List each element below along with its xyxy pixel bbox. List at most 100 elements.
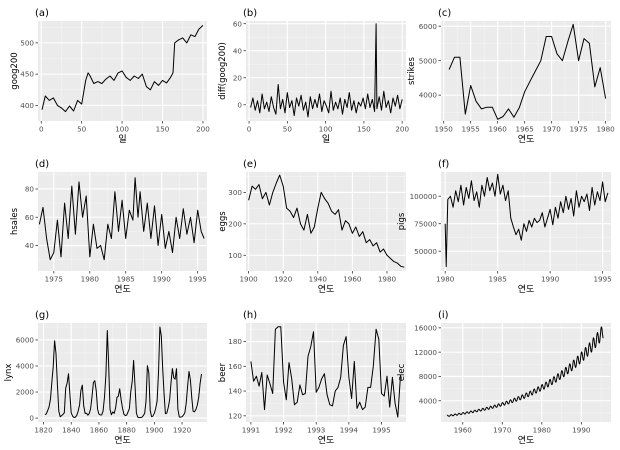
x-axis-title: 연도 — [114, 284, 131, 295]
panel-background — [246, 323, 406, 422]
y-axis-title: pigs — [397, 212, 407, 230]
y-axis-title: beer — [218, 362, 228, 382]
y-tick-label: 4000 — [419, 91, 438, 100]
x-axis-title: 연도 — [318, 435, 335, 446]
panel-background — [441, 323, 611, 422]
x-tick-label: 1960 — [489, 125, 508, 134]
panel-4: 1975 1980 1985 1990 1995 40 60 80 연도 hsales (d) — [10, 159, 207, 295]
x-tick-label: 1985 — [489, 275, 507, 284]
x-axis-title: 연도 — [518, 284, 535, 295]
x-tick-label: 150 — [357, 125, 371, 134]
x-tick-label: 1994 — [340, 426, 359, 435]
x-tick-label: 1955 — [462, 125, 480, 134]
y-tick-label: 20 — [233, 73, 243, 82]
panel-tag: (f) — [438, 159, 449, 170]
x-tick-label: 1975 — [45, 275, 63, 284]
y-tick-label: 160 — [228, 362, 242, 371]
panel-tag: (e) — [243, 159, 257, 170]
y-tick-label: 6000 — [16, 336, 35, 345]
x-tick-label: 1995 — [593, 275, 611, 284]
y-tick-label: 400 — [20, 101, 34, 110]
x-tick-label: 1975 — [569, 125, 587, 134]
series-line — [248, 174, 405, 268]
x-axis-title: 연도 — [518, 134, 535, 145]
x-tick-label: 1991 — [242, 426, 260, 435]
x-tick-label: 1992 — [274, 426, 292, 435]
panel-background — [246, 172, 406, 271]
y-axis-title: strikes — [407, 56, 417, 84]
y-tick-label: 60 — [233, 19, 243, 28]
panel-tag: (d) — [35, 159, 49, 170]
x-tick-label: 200 — [395, 125, 409, 134]
x-tick-label: 1900 — [145, 426, 164, 435]
y-tick-label: 6000 — [419, 22, 438, 31]
panel-9: 1960 1970 1980 1990 4000 8000 12000 16000 연도 elec… — [397, 310, 611, 446]
panel-7: 1820 1840 1860 1880 1900 1920 0 2000 4000 6000 연도 l… — [4, 310, 207, 446]
x-tick-label: 1860 — [90, 426, 109, 435]
x-tick-label: 150 — [156, 125, 170, 134]
x-tick-label: 200 — [196, 125, 210, 134]
panel-tag: (i) — [438, 310, 449, 321]
x-tick-label: 1995 — [372, 426, 390, 435]
panel-1: 0 50 100 150 200 400 450 500 일 goog200 (a) — [10, 8, 210, 145]
panel-5: 1900 1920 1940 1960 1980 100 200 300 연도 eggs (e) — [218, 159, 406, 295]
panel-tag: (a) — [35, 8, 49, 19]
y-tick-label: 100000 — [410, 192, 438, 201]
y-tick-label: 12000 — [414, 348, 437, 357]
x-tick-label: 1980 — [81, 275, 100, 284]
y-tick-label: 40 — [233, 46, 243, 55]
y-tick-label: 40 — [25, 241, 35, 250]
y-axis-title: lynx — [4, 364, 14, 382]
series-line — [250, 23, 403, 118]
y-tick-label: 180 — [228, 337, 242, 346]
x-tick-label: 1990 — [541, 275, 560, 284]
y-tick-label: 100 — [228, 251, 242, 260]
x-tick-label: 1995 — [189, 275, 207, 284]
x-tick-label: 1920 — [173, 426, 192, 435]
series-line — [41, 25, 204, 113]
panel-8: 1991 1992 1993 1994 1995 120 140 160 180 연도 beer (h… — [218, 310, 406, 446]
y-tick-label: 2000 — [16, 388, 35, 397]
x-tick-label: 1950 — [435, 125, 454, 134]
series-line — [38, 177, 205, 261]
x-tick-label: 1980 — [378, 275, 397, 284]
x-axis-title: 연도 — [114, 435, 131, 446]
y-tick-label: 0 — [237, 100, 242, 109]
y-tick-label: 16000 — [414, 323, 437, 332]
x-tick-label: 0 — [39, 125, 44, 134]
y-tick-label: 4000 — [16, 362, 35, 371]
x-axis-title: 일 — [118, 134, 126, 145]
y-tick-label: 8000 — [419, 372, 438, 381]
y-axis-title: hsales — [10, 207, 20, 235]
panel-3: 1950 1955 1960 1965 1970 1975 1980 4000 5000 6000… — [407, 8, 615, 145]
x-tick-label: 1970 — [542, 125, 561, 134]
y-tick-label: 75000 — [414, 219, 437, 228]
panel-background — [441, 172, 611, 271]
y-axis-title: diff(goog200) — [218, 42, 228, 100]
x-tick-label: 1980 — [436, 275, 455, 284]
x-tick-label: 1970 — [493, 426, 512, 435]
x-tick-label: 1990 — [572, 426, 591, 435]
x-tick-label: 1985 — [117, 275, 135, 284]
x-tick-label: 0 — [247, 125, 252, 134]
series-line — [44, 326, 202, 419]
panel-tag: (b) — [243, 8, 257, 19]
x-tick-label: 1960 — [454, 426, 473, 435]
y-tick-label: 200 — [228, 219, 242, 228]
y-tick-label: 4000 — [419, 396, 438, 405]
series-line — [444, 173, 609, 268]
panel-tag: (c) — [438, 8, 451, 19]
x-tick-label: 1960 — [343, 275, 362, 284]
y-tick-label: 0 — [29, 414, 34, 423]
y-tick-label: 120 — [228, 411, 242, 420]
y-tick-label: 5000 — [419, 56, 438, 65]
x-tick-label: 50 — [283, 125, 293, 134]
x-tick-label: 1940 — [309, 275, 328, 284]
x-tick-label: 50 — [77, 125, 87, 134]
x-tick-label: 1920 — [274, 275, 293, 284]
y-axis-title: goog200 — [10, 52, 20, 89]
panel-6: 1980 1985 1990 1995 50000 75000 100000 연도 pigs (f… — [397, 159, 612, 295]
y-tick-label: 450 — [20, 70, 34, 79]
y-axis-title: eggs — [218, 211, 228, 232]
